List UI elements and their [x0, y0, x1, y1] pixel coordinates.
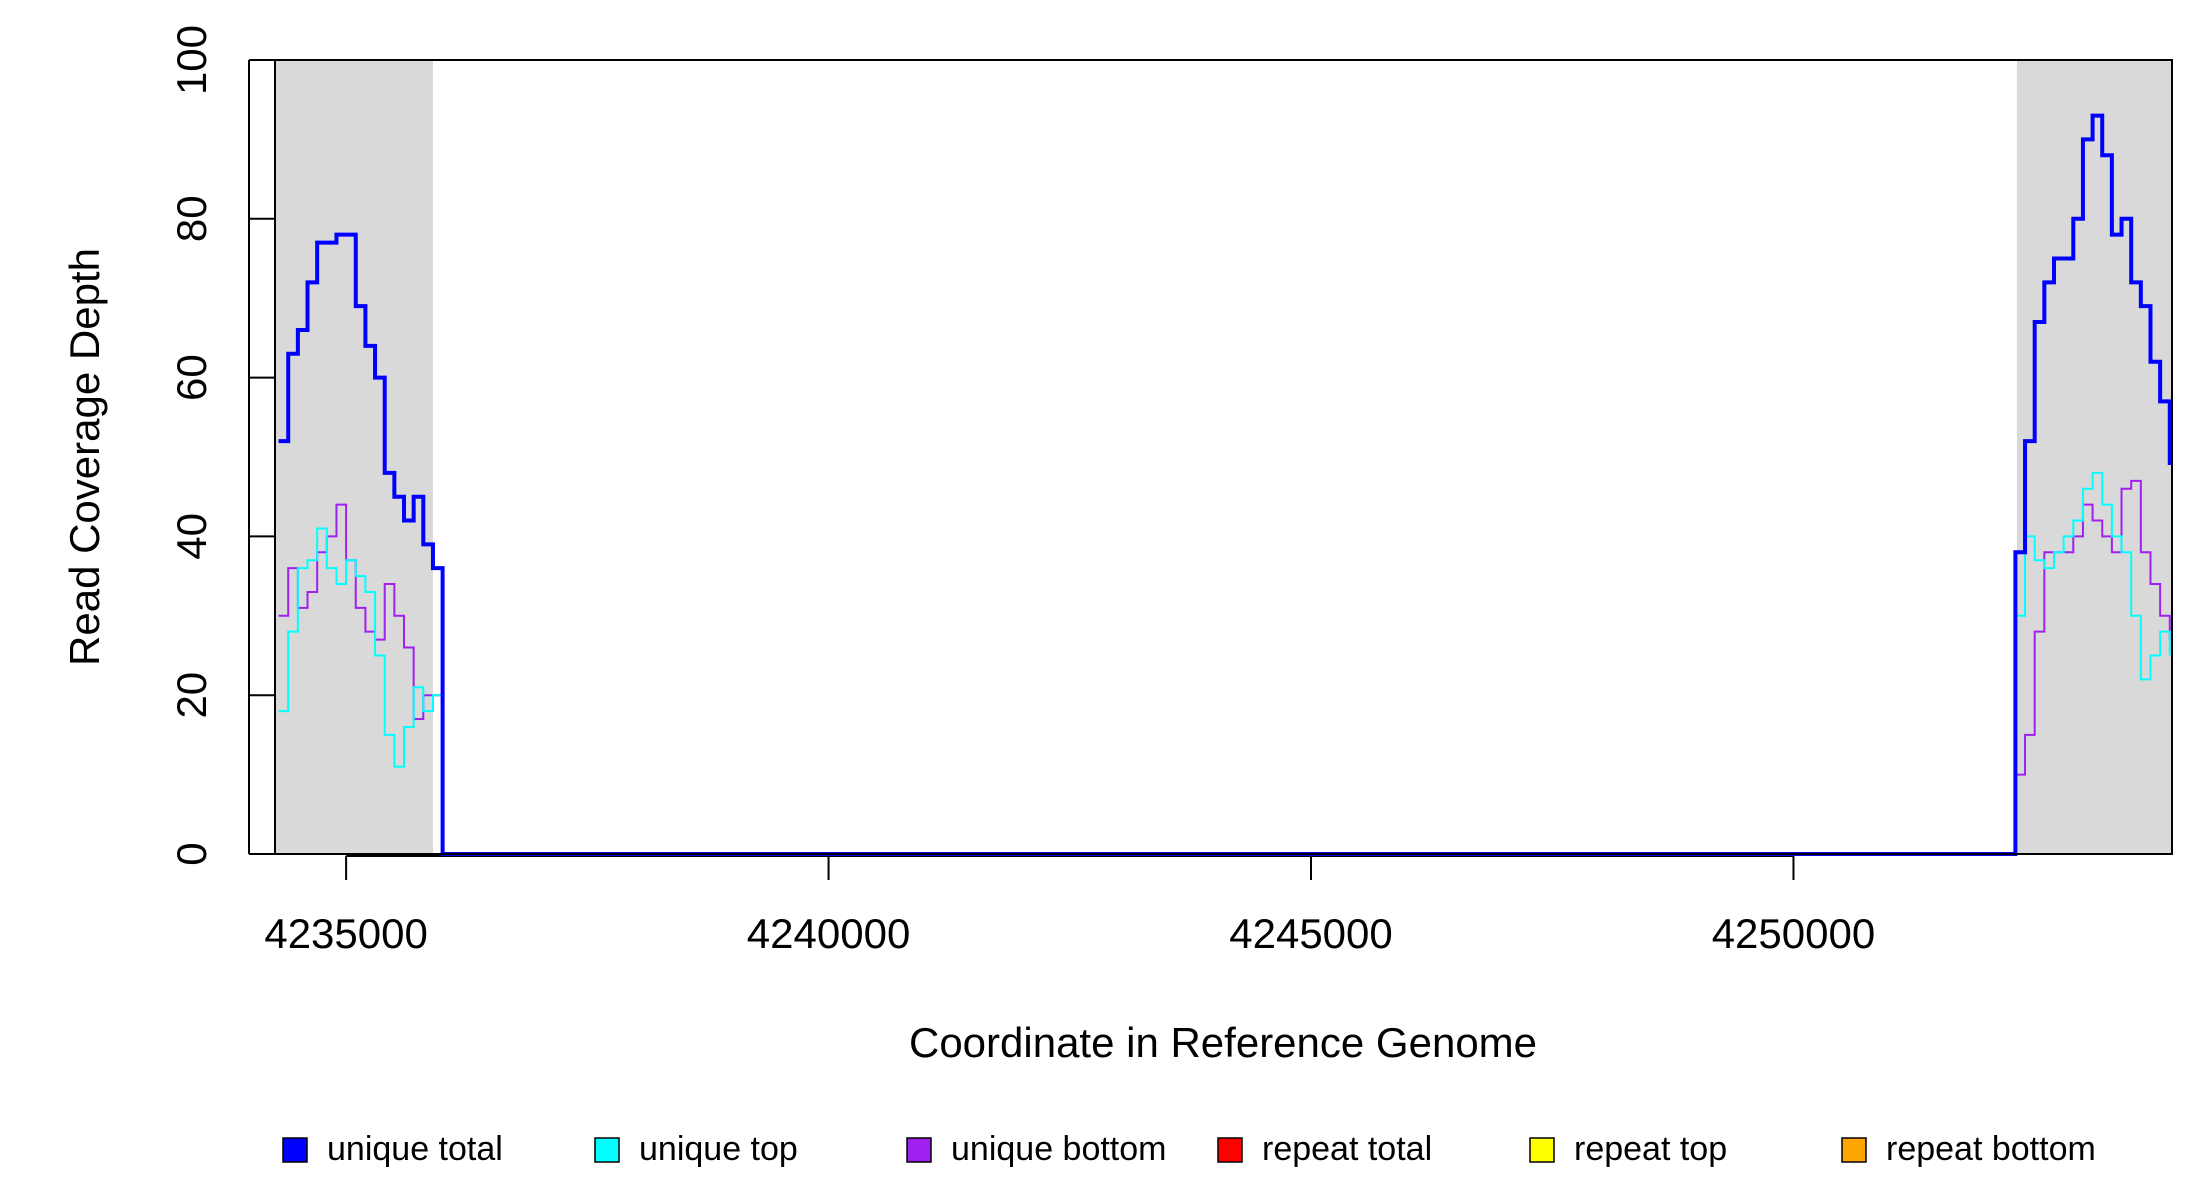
y-tick-label: 80 — [168, 195, 215, 242]
x-tick-label: 4235000 — [264, 910, 428, 957]
legend-swatch — [906, 1137, 932, 1163]
legend-swatch — [594, 1137, 620, 1163]
shaded-region — [2016, 60, 2172, 854]
legend-item: repeat total — [1217, 1130, 1432, 1168]
legend-label: repeat bottom — [1886, 1130, 2096, 1168]
y-tick-label: 0 — [168, 842, 215, 865]
legend-label: unique total — [327, 1130, 503, 1168]
legend-item: repeat bottom — [1841, 1130, 2096, 1168]
shaded-region — [275, 60, 433, 854]
y-tick-label: 60 — [168, 354, 215, 401]
y-tick-label: 20 — [168, 672, 215, 719]
series-line — [278, 471, 2171, 855]
y-tick-label: 40 — [168, 513, 215, 560]
plot-frame — [274, 59, 2173, 855]
x-tick-label: 4245000 — [1229, 910, 1393, 957]
legend-label: repeat top — [1574, 1130, 1727, 1168]
y-axis-label: Read Coverage Depth — [61, 248, 108, 666]
legend-swatch — [1529, 1137, 1555, 1163]
series-line — [278, 113, 2172, 856]
series-line — [278, 479, 2171, 855]
legend-swatch — [1841, 1137, 1867, 1163]
x-axis-label: Coordinate in Reference Genome — [909, 1019, 1537, 1066]
legend-item: unique total — [282, 1130, 503, 1168]
legend-item: unique bottom — [906, 1130, 1167, 1168]
legend-label: repeat total — [1262, 1130, 1432, 1168]
legend-item: unique top — [594, 1130, 798, 1168]
legend-swatch — [282, 1137, 308, 1163]
legend-label: unique bottom — [951, 1130, 1167, 1168]
legend-item: repeat top — [1529, 1130, 1727, 1168]
x-tick-label: 4240000 — [747, 910, 911, 957]
x-tick-label: 4250000 — [1712, 910, 1876, 957]
y-tick-label: 100 — [168, 25, 215, 95]
legend-swatch — [1217, 1137, 1243, 1163]
legend-label: unique top — [639, 1130, 798, 1168]
